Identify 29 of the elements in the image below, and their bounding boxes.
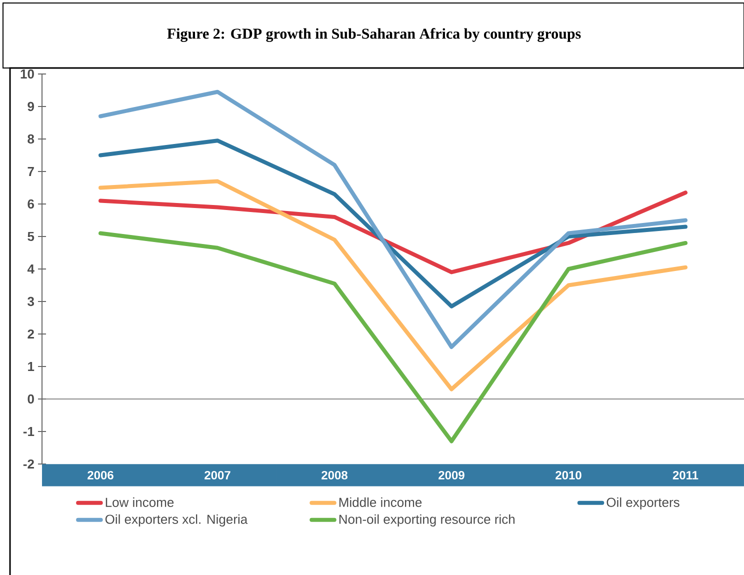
line-series [98, 90, 688, 349]
x-tick-label: 2011 [672, 470, 698, 480]
y-tick-label: 4 [27, 264, 34, 274]
x-tick-label: 2010 [556, 470, 582, 480]
y-tick-label: 8 [28, 134, 34, 144]
line-series [98, 179, 688, 392]
y-tick-label: -1 [23, 427, 34, 436]
line-series [98, 138, 688, 308]
legend-label: Non-oil exporting resource rich [339, 514, 515, 526]
x-tick-label: 2006 [88, 470, 114, 480]
y-tick-label: 0 [28, 394, 34, 404]
y-tick-label: 6 [28, 199, 34, 209]
line-series [98, 231, 688, 444]
x-tick-label: 2009 [438, 470, 464, 480]
y-tick-label: 1 [28, 362, 34, 371]
y-tick-label: 7 [28, 167, 34, 176]
chart-title: Figure 2: GDP growth in Sub-Saharan Africa by country groups [167, 28, 581, 42]
y-tick-label: -2 [23, 459, 34, 469]
y-tick-label: 9 [28, 102, 34, 112]
legend-label: Low income [106, 497, 174, 507]
x-tick-label: 2007 [204, 470, 230, 480]
legend-label: Middle income [339, 497, 422, 507]
legend-label: Oil exporters xcl. Nigeria [105, 514, 248, 526]
legend-label: Oil exporters [606, 497, 680, 510]
x-tick-label: 2008 [322, 470, 348, 480]
y-tick-label: 2 [28, 329, 34, 339]
y-tick-label: 5 [28, 232, 34, 242]
y-tick-label: 3 [28, 296, 34, 306]
y-tick-label: 10 [20, 69, 34, 79]
